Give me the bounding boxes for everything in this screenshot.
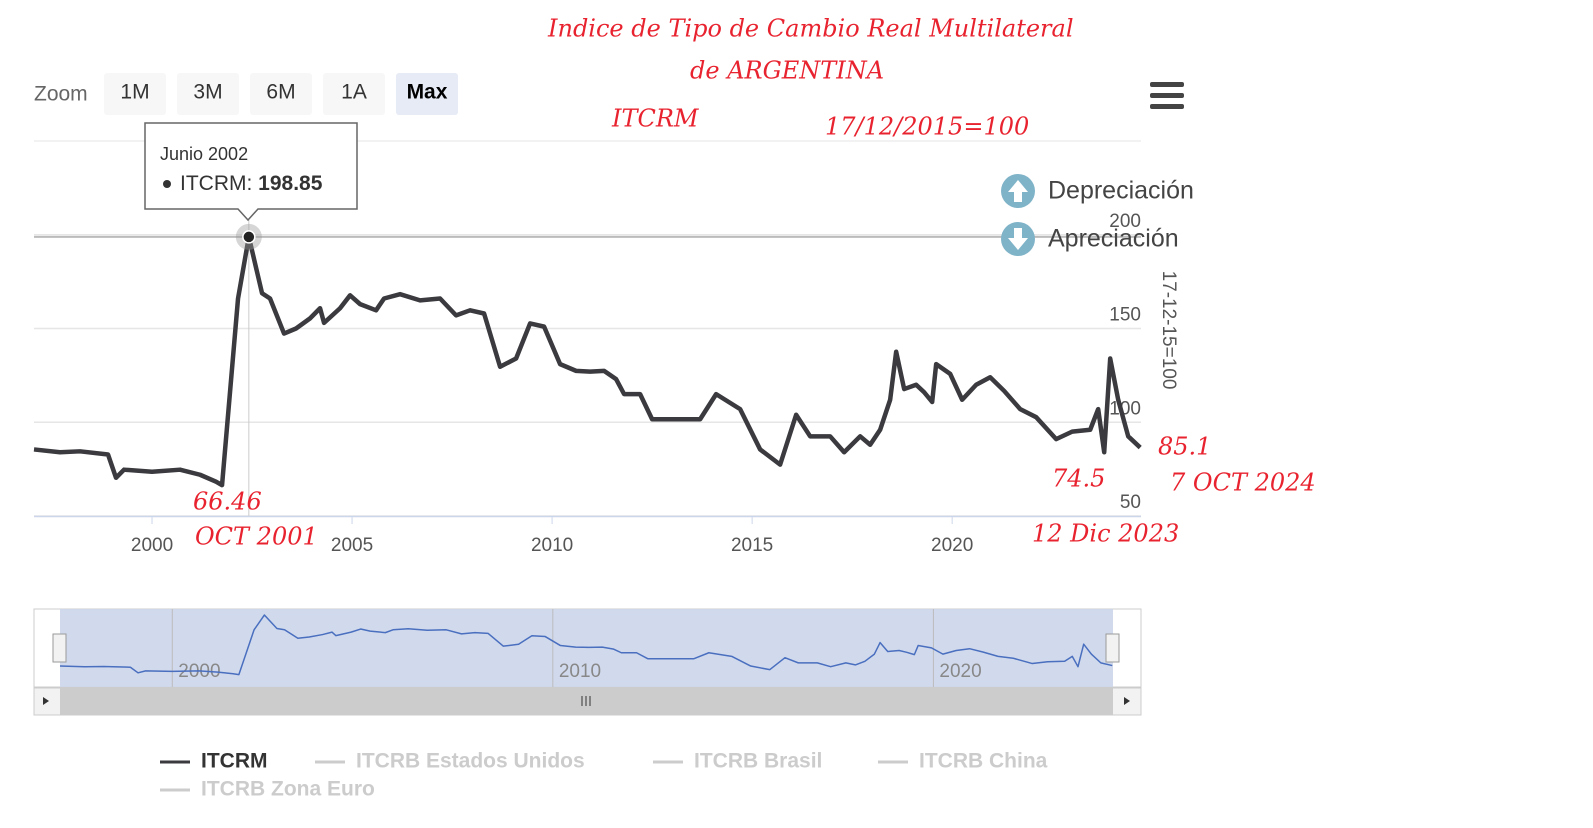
zoom-button-label: 1M	[120, 81, 149, 104]
tooltip-series: ITCRM:	[180, 172, 252, 195]
y-axis-title: 17-12-15=100	[1158, 271, 1179, 390]
tooltip-label: ITCRM: 198.85	[180, 172, 323, 195]
annotation: 85.1	[1158, 433, 1211, 461]
navigator-tick-label: 2020	[939, 661, 981, 682]
annotation: 74.5	[1052, 465, 1105, 493]
navigator-line	[59, 614, 1113, 676]
tooltip-title: Junio 2002	[160, 144, 248, 164]
zoom-button[interactable]	[396, 73, 458, 115]
tooltip: Junio 2002 ITCRM: 198.85	[144, 122, 358, 222]
zoom-label: Zoom	[34, 83, 88, 106]
legend-label[interactable]: ITCRB Zona Euro	[201, 778, 375, 801]
navigator-handle[interactable]	[1105, 633, 1120, 663]
plot	[33, 220, 1142, 516]
zoom-button[interactable]	[177, 73, 239, 115]
annotation: Indice de Tipo de Cambio Real Multilater…	[547, 15, 1074, 43]
legend-label[interactable]: ITCRB Brasil	[694, 750, 822, 773]
series-line	[33, 234, 1142, 488]
x-tick-label: 2000	[131, 535, 173, 556]
tooltip-box	[144, 122, 358, 222]
menu-bar	[1150, 104, 1184, 109]
hover-point	[242, 230, 256, 244]
legend: ITCRM ITCRB Estados Unidos ITCRB Brasil ITC…	[160, 750, 1048, 801]
annotation: de ARGENTINA	[690, 57, 884, 85]
annotation: 66.46	[193, 488, 262, 516]
annotation: OCT 2001	[195, 523, 318, 551]
zoom-button[interactable]	[323, 73, 385, 115]
menu-bar	[1150, 82, 1184, 87]
zoom-button-label: Max	[407, 81, 448, 104]
x-tick-label: 2010	[531, 535, 573, 556]
down-arrow	[1008, 228, 1028, 250]
legend-label[interactable]: ITCRB Estados Unidos	[356, 750, 585, 773]
tooltip-dot	[163, 180, 171, 188]
y-tick-label: 200	[1109, 211, 1141, 232]
legend-label[interactable]: ITCRB China	[919, 750, 1048, 773]
direction-legend: Depreciación Apreciación	[1001, 174, 1194, 256]
x-tick-label: 2015	[731, 535, 773, 556]
annotation: 7 OCT 2024	[1170, 469, 1316, 497]
zoom-button[interactable]	[104, 73, 166, 115]
y-tick-label: 50	[1120, 492, 1141, 513]
y-tick-label: 150	[1109, 305, 1141, 326]
menu-bar	[1150, 93, 1184, 98]
zoom-button-label: 3M	[193, 81, 222, 104]
navigator-handle[interactable]	[52, 633, 67, 663]
annotation: 12 Dic 2023	[1032, 520, 1179, 548]
x-tick-label: 2005	[331, 535, 373, 556]
up-arrow	[1008, 180, 1028, 202]
direction-label: Depreciación	[1048, 177, 1194, 205]
zoom-button-label: 1A	[341, 81, 367, 104]
annotation: ITCRM	[611, 105, 700, 133]
direction-label: Apreciación	[1048, 225, 1179, 253]
navigator-tick-label: 2010	[559, 661, 601, 682]
zoom-button-label: 6M	[266, 81, 295, 104]
tooltip-value: 198.85	[258, 172, 323, 195]
annotations: Indice de Tipo de Cambio Real Multilater…	[193, 15, 1316, 551]
zoom-buttons: 1M 3M 6M 1A Max	[104, 73, 458, 115]
menu-button[interactable]	[1150, 82, 1184, 109]
zoom-button[interactable]	[250, 73, 312, 115]
legend-label[interactable]: ITCRM	[201, 750, 268, 773]
y-tick-label: 100	[1109, 398, 1141, 419]
annotation: 17/12/2015=100	[825, 113, 1029, 141]
scroll-grip	[581, 696, 591, 706]
navigator: 2000 2010 2020	[59, 609, 1113, 687]
x-tick-label: 2020	[931, 535, 973, 556]
